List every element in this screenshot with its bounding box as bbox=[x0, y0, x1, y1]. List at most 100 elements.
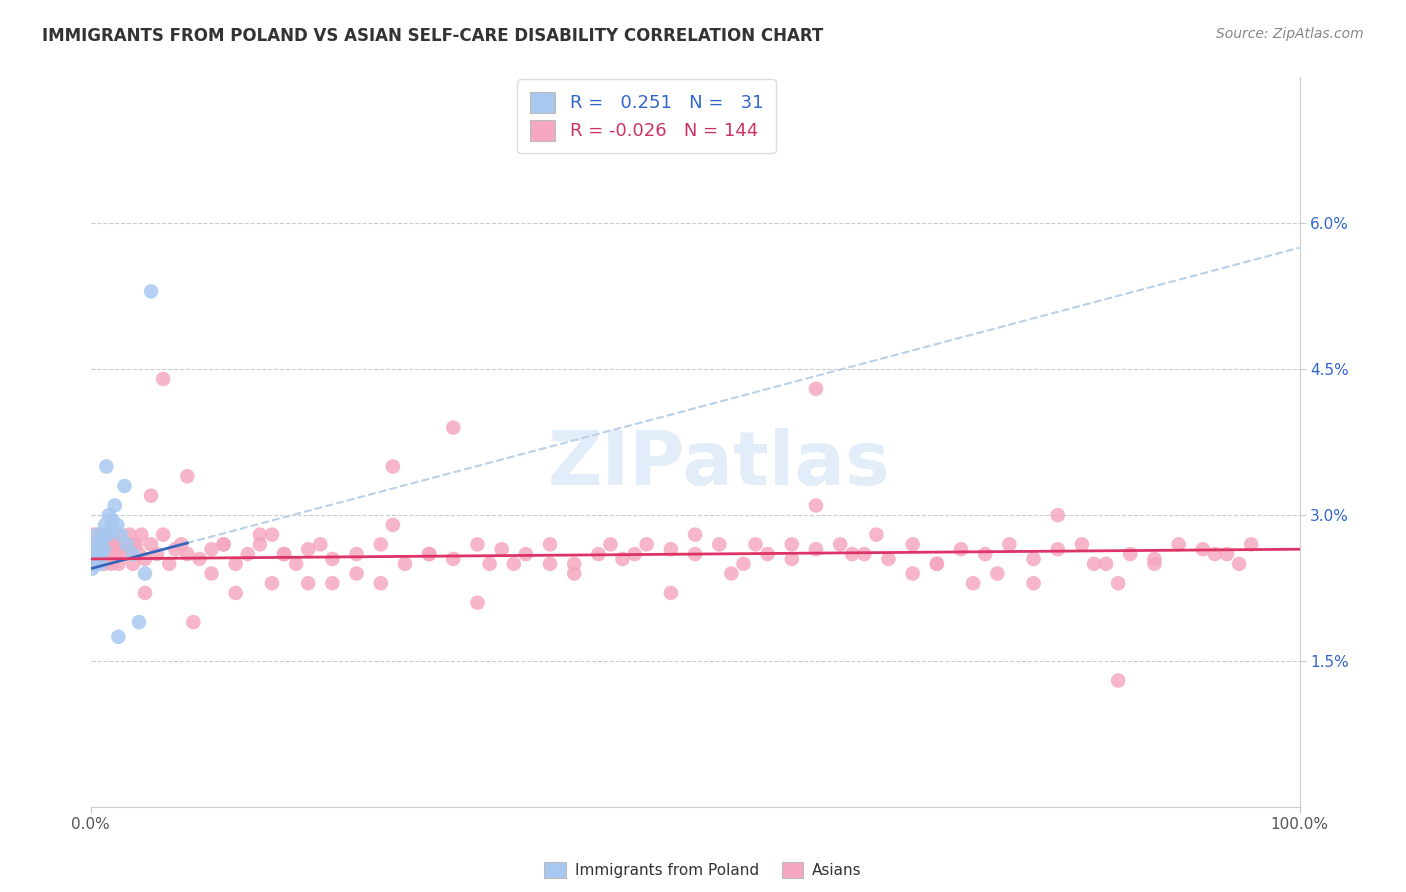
Point bbox=[122, 547, 145, 561]
Point bbox=[1095, 557, 1118, 571]
Legend: Immigrants from Poland, Asians: Immigrants from Poland, Asians bbox=[538, 856, 868, 884]
Point bbox=[804, 499, 827, 513]
Point bbox=[83, 557, 105, 571]
Point bbox=[370, 537, 392, 551]
Point bbox=[623, 547, 645, 561]
Point bbox=[84, 537, 107, 551]
Text: ZIPatlas: ZIPatlas bbox=[548, 427, 890, 500]
Point bbox=[249, 527, 271, 541]
Point bbox=[83, 557, 105, 571]
Point bbox=[80, 552, 103, 566]
Point bbox=[107, 630, 129, 644]
Point bbox=[538, 537, 561, 551]
Point bbox=[212, 537, 235, 551]
Point bbox=[441, 552, 464, 566]
Point bbox=[1107, 673, 1129, 688]
Point bbox=[260, 576, 283, 591]
Point bbox=[225, 557, 247, 571]
Point bbox=[105, 517, 128, 532]
Point bbox=[901, 566, 924, 581]
Point bbox=[720, 566, 742, 581]
Point bbox=[188, 552, 211, 566]
Point bbox=[100, 557, 122, 571]
Point bbox=[98, 537, 121, 551]
Point bbox=[98, 523, 121, 537]
Point bbox=[139, 285, 162, 299]
Point bbox=[285, 557, 308, 571]
Point bbox=[418, 547, 440, 561]
Point bbox=[346, 547, 368, 561]
Point bbox=[1240, 537, 1263, 551]
Point bbox=[93, 542, 115, 557]
Point bbox=[96, 542, 118, 557]
Point bbox=[107, 557, 129, 571]
Point bbox=[101, 513, 124, 527]
Point bbox=[131, 527, 153, 541]
Point bbox=[562, 566, 585, 581]
Point bbox=[128, 615, 150, 629]
Point bbox=[925, 557, 948, 571]
Point bbox=[273, 547, 295, 561]
Point bbox=[830, 537, 852, 551]
Point bbox=[441, 420, 464, 434]
Point bbox=[139, 489, 162, 503]
Point bbox=[1191, 542, 1213, 557]
Point bbox=[636, 537, 658, 551]
Point bbox=[962, 576, 984, 591]
Point bbox=[853, 547, 876, 561]
Point bbox=[101, 547, 124, 561]
Point bbox=[1227, 557, 1250, 571]
Point bbox=[418, 547, 440, 561]
Point bbox=[86, 552, 108, 566]
Point bbox=[86, 557, 108, 571]
Point bbox=[1046, 508, 1069, 523]
Point bbox=[588, 547, 610, 561]
Point bbox=[86, 527, 108, 541]
Point bbox=[176, 547, 198, 561]
Point bbox=[709, 537, 731, 551]
Point bbox=[96, 459, 118, 474]
Point bbox=[176, 469, 198, 483]
Point bbox=[273, 547, 295, 561]
Point bbox=[93, 557, 115, 571]
Point bbox=[84, 547, 107, 561]
Point bbox=[91, 533, 114, 547]
Point bbox=[804, 542, 827, 557]
Point bbox=[97, 547, 120, 561]
Point bbox=[1143, 557, 1166, 571]
Point bbox=[562, 557, 585, 571]
Point bbox=[89, 552, 111, 566]
Point bbox=[200, 566, 222, 581]
Point bbox=[94, 517, 117, 532]
Point bbox=[925, 557, 948, 571]
Point bbox=[321, 552, 343, 566]
Point bbox=[659, 542, 682, 557]
Text: IMMIGRANTS FROM POLAND VS ASIAN SELF-CARE DISABILITY CORRELATION CHART: IMMIGRANTS FROM POLAND VS ASIAN SELF-CAR… bbox=[42, 27, 824, 45]
Point bbox=[1046, 542, 1069, 557]
Point bbox=[94, 533, 117, 547]
Point bbox=[128, 547, 150, 561]
Point bbox=[515, 547, 537, 561]
Point bbox=[134, 586, 156, 600]
Point bbox=[96, 527, 118, 541]
Point bbox=[1107, 576, 1129, 591]
Point bbox=[683, 527, 706, 541]
Point bbox=[110, 542, 132, 557]
Point bbox=[152, 372, 174, 386]
Point bbox=[170, 537, 193, 551]
Point bbox=[115, 537, 138, 551]
Point bbox=[950, 542, 973, 557]
Point bbox=[236, 547, 259, 561]
Point bbox=[105, 547, 128, 561]
Point bbox=[87, 547, 110, 561]
Point bbox=[901, 537, 924, 551]
Point bbox=[1143, 552, 1166, 566]
Point bbox=[683, 547, 706, 561]
Point bbox=[122, 557, 145, 571]
Point bbox=[183, 615, 205, 629]
Point bbox=[865, 527, 887, 541]
Point bbox=[112, 537, 135, 551]
Point bbox=[1071, 537, 1094, 551]
Point bbox=[97, 508, 120, 523]
Point bbox=[1022, 552, 1045, 566]
